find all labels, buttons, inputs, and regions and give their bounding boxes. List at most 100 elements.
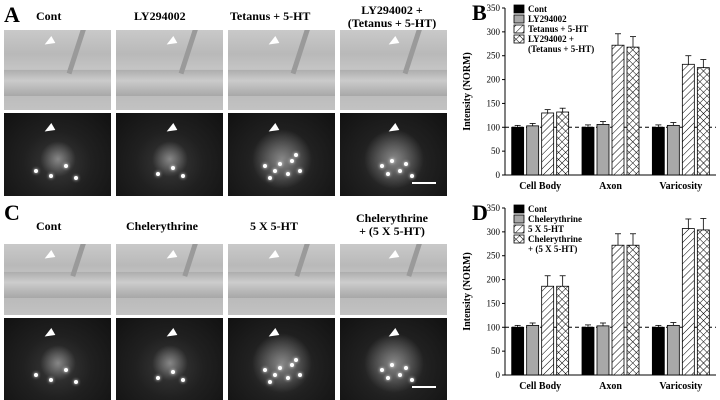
fluorescence-image-c-3 — [228, 318, 335, 400]
legend-swatch — [513, 234, 525, 244]
arrowhead-icon — [266, 250, 280, 262]
fluorescence-image-c-2 — [116, 318, 223, 400]
y-tick-label: 100 — [487, 122, 501, 132]
y-axis-label: Intensity (NORM) — [462, 52, 473, 131]
bar-varicosity-4 — [696, 229, 710, 376]
varicosity-spot — [74, 380, 78, 384]
varicosity-spot — [398, 373, 402, 377]
y-tick-label: 150 — [487, 298, 501, 308]
panel-letter-d: D — [472, 200, 488, 225]
fluorescence-image-a-2 — [116, 113, 223, 196]
varicosity-spot — [34, 373, 38, 377]
bar-chart-b: B 0 50 100 150 200 250 300 350 Intensity (NORM) Ce… — [462, 0, 716, 192]
varicosity-spot — [298, 168, 302, 173]
bar-varicosity-3 — [681, 63, 695, 176]
label-a-cont: Cont — [36, 9, 62, 23]
panel-letter-c: C — [4, 200, 20, 225]
bar-cell-body-2 — [526, 324, 540, 376]
fluorescent-glow — [39, 140, 76, 177]
bar-varicosity-4 — [696, 67, 710, 176]
bar-varicosity-2 — [666, 124, 680, 176]
legend-entry: Chelerythrine — [528, 234, 582, 244]
y-tick-label: 50 — [491, 346, 501, 356]
varicosity-spot — [273, 373, 277, 377]
varicosity-spot — [294, 358, 298, 362]
y-tick-label: 250 — [487, 251, 501, 261]
axon-band — [116, 272, 223, 298]
label-c-5x5ht: 5 X 5-HT — [250, 219, 298, 233]
varicosity-spot — [398, 168, 402, 173]
y-tick-label: 250 — [487, 51, 501, 61]
bar-cell-body-4 — [556, 111, 570, 176]
neurite — [402, 30, 423, 75]
arrowhead-icon — [386, 36, 400, 48]
arrowhead-icon — [42, 328, 56, 340]
axon-band — [4, 70, 111, 96]
axon-band — [228, 70, 335, 96]
legend-entry-line2: (Tetanus + 5-HT) — [528, 44, 594, 54]
axon-band — [116, 70, 223, 96]
bar-axon-1 — [581, 126, 595, 176]
label-c-chel-5x5ht-line2: + (5 X 5-HT) — [359, 224, 425, 238]
arrowhead-icon — [42, 250, 56, 262]
dic-image-c-4 — [340, 244, 447, 315]
bar-cell-body-1 — [511, 326, 525, 376]
legend-entry-line2: + (5 X 5-HT) — [528, 244, 577, 254]
category-label: Cell Body — [519, 381, 561, 392]
varicosity-spot — [294, 153, 298, 158]
y-tick-label: 350 — [487, 203, 501, 213]
dic-image-c-2 — [116, 244, 223, 315]
arrowhead-icon — [164, 250, 178, 262]
label-c-chelerythrine: Chelerythrine — [126, 219, 198, 233]
y-tick-label: 0 — [496, 170, 501, 180]
dic-image-c-1 — [4, 244, 111, 315]
legend-entry: Chelerythrine — [528, 214, 582, 224]
y-tick-label: 300 — [487, 27, 501, 37]
fluorescent-glow — [151, 345, 188, 382]
y-axis-label: Intensity (NORM) — [462, 252, 473, 331]
legend-entry: Cont — [528, 204, 547, 214]
varicosity-spot — [410, 378, 414, 382]
varicosity-spot — [410, 173, 414, 178]
bar-varicosity-1 — [651, 326, 665, 376]
varicosity-spot — [64, 368, 68, 372]
bar-cell-body-1 — [511, 126, 525, 176]
fluorescent-glow — [39, 345, 76, 382]
neurite — [178, 30, 199, 75]
varicosity-spot — [278, 161, 282, 166]
label-c-chel-5x5ht: Chelerythrine + (5 X 5-HT) — [344, 212, 440, 238]
y-tick-label: 200 — [487, 75, 501, 85]
category-label: Cell Body — [519, 181, 561, 192]
legend-swatch — [513, 214, 525, 224]
label-a-tetanus: Tetanus + 5-HT — [230, 9, 311, 23]
varicosity-spot — [286, 376, 290, 380]
bar-axon-1 — [581, 326, 595, 376]
label-a-ly-tetanus-line1: LY294002 + — [361, 3, 423, 17]
category-label: Varicosity — [659, 381, 702, 392]
label-c-cont: Cont — [36, 219, 62, 233]
varicosity-spot — [386, 171, 390, 176]
arrowhead-icon — [42, 123, 56, 135]
fluorescence-image-a-4 — [340, 113, 447, 196]
dic-image-a-1 — [4, 30, 111, 110]
category-label: Axon — [599, 381, 622, 392]
label-a-ly-tetanus: LY294002 + (Tetanus + 5-HT) — [342, 4, 442, 30]
varicosity-spot — [390, 363, 394, 367]
legend-swatch — [513, 204, 525, 214]
varicosity-spot — [171, 165, 175, 170]
varicosity-spot — [181, 378, 185, 382]
varicosity-spot — [380, 368, 384, 372]
bar-cell-body-4 — [556, 285, 570, 376]
varicosity-spot — [263, 368, 267, 372]
y-tick-label: 0 — [496, 370, 501, 380]
bar-varicosity-1 — [651, 126, 665, 176]
bar-axon-4 — [626, 244, 640, 376]
varicosity-spot — [181, 173, 185, 178]
varicosity-spot — [290, 363, 294, 367]
label-a-ly-tetanus-line2: (Tetanus + 5-HT) — [347, 16, 437, 30]
y-tick-label: 200 — [487, 275, 501, 285]
varicosity-spot — [268, 380, 272, 384]
dic-image-c-3 — [228, 244, 335, 315]
bar-axon-3 — [611, 44, 625, 176]
varicosity-spot — [404, 366, 408, 370]
